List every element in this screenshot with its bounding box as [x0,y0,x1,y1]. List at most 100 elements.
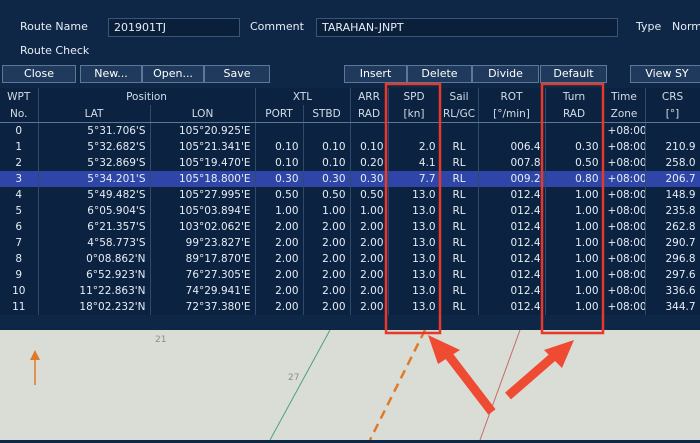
button[interactable]: Divide [472,65,539,83]
cell: 258.0 [645,155,700,171]
column-header: WPT [0,88,39,105]
cell: 6°05.904'S [38,203,151,219]
cell: 012.4 [478,251,546,267]
column-header: Sail [440,88,479,105]
waypoint-row[interactable]: 10 11°22.863'N 74°29.941'E 2.00 2.00 2.00 13.0… [0,283,700,299]
cell: 105°20.925'E [150,122,256,139]
route-leg [368,329,427,441]
cell: 105°21.341'E [150,139,256,155]
cell: 0.30 [303,171,351,187]
cell: 012.4 [478,203,546,219]
cell: 1.00 [545,283,604,299]
map-line [479,329,521,441]
cell: 7 [0,235,39,251]
cell: +08:00 [603,139,646,155]
cell: 0.10 [350,139,389,155]
button[interactable]: New... [80,65,142,83]
chart-map: 21 27 [0,329,700,441]
cell: 4 [0,187,39,203]
cell: 2.00 [350,283,389,299]
cell: RL [440,283,479,299]
cell: 2.00 [255,235,304,251]
column-header: [°/min] [478,105,546,123]
cell [478,122,546,139]
cell: 72°37.380'E [150,299,256,315]
label: Route Name [20,20,88,33]
map-line [269,329,331,441]
cell: RL [440,219,479,235]
highlight-box [384,82,442,335]
cell: 296.8 [645,251,700,267]
waypoint-row[interactable]: 0 5°31.706'S 105°20.925'E +08:00 [0,122,700,139]
cell: 6 [0,219,39,235]
cell: 2.00 [350,299,389,315]
arrow [505,352,557,400]
cell: +08:00 [603,219,646,235]
cell: RL [440,267,479,283]
button[interactable]: Close [2,65,76,83]
waypoint-row[interactable]: 4 5°49.482'S 105°27.995'E 0.50 0.50 0.50 13.0 R… [0,187,700,203]
waypoint-row[interactable]: 11 18°02.232'N 72°37.380'E 2.00 2.00 2.00 13.0… [0,299,700,315]
cell: 5 [0,203,39,219]
waypoint-row[interactable]: 7 4°58.773'S 99°23.827'E 2.00 2.00 2.00 13.0 RL… [0,235,700,251]
cell: 5°49.482'S [38,187,151,203]
cell: 012.4 [478,187,546,203]
cell: 8 [0,251,39,267]
waypoint-row[interactable]: 6 6°21.357'S 103°02.062'E 2.00 2.00 2.00 13.0 R… [0,219,700,235]
cell: 2 [0,155,39,171]
cell: 18°02.232'N [38,299,151,315]
button[interactable]: Delete [407,65,472,83]
cell: 6°52.923'N [38,267,151,283]
type[interactable]: Norm [672,20,700,33]
cell: 13.0 [388,187,441,203]
waypoint-row[interactable]: 1 5°32.682'S 105°21.341'E 0.10 0.10 0.10 2.0 RL… [0,139,700,155]
cell: 1.00 [255,203,304,219]
cell: 2.00 [350,235,389,251]
cell: 297.6 [645,267,700,283]
map-label: 27 [288,373,299,383]
cell: 5°31.706'S [38,122,151,139]
waypoint-row[interactable]: 2 5°32.869'S 105°19.470'E 0.10 0.10 0.20 4.1 RL… [0,155,700,171]
cell: 0.10 [303,155,351,171]
cell: 0°08.862'N [38,251,151,267]
cell: 2.0 [388,139,441,155]
highlight-box [540,82,605,335]
button[interactable]: View SY [630,65,700,83]
header-row: No. LAT LON PORT STBD RAD [kn] RL/GC [°/min] RAD Z… [0,105,700,123]
button[interactable]: Insert [344,65,407,83]
cell: 3 [0,171,39,187]
route-name[interactable]: 201901TJ [108,18,240,37]
button[interactable]: Default [540,65,607,83]
cell: 5°32.682'S [38,139,151,155]
column-header: RAD [350,105,389,123]
cell: +08:00 [603,283,646,299]
cell: 012.4 [478,299,546,315]
north-arrow-head [30,350,40,360]
map-svg: 21 27 [30,329,521,441]
button[interactable]: Save [204,65,270,83]
cell: 13.0 [388,299,441,315]
label: Comment [250,20,304,33]
cell: 1 [0,139,39,155]
cell: 2.00 [303,219,351,235]
waypoint-row[interactable]: 3 5°34.201'S 105°18.800'E 0.30 0.30 0.30 7.7 RL… [0,171,700,187]
cell: RL [440,187,479,203]
waypoint-row[interactable]: 9 6°52.923'N 76°27.305'E 2.00 2.00 2.00 13.0 RL… [0,267,700,283]
comment[interactable]: TARAHAN-JNPT [316,18,618,37]
route-check[interactable]: Route Check [20,44,90,57]
waypoint-row[interactable]: 8 0°08.862'N 89°17.870'E 2.00 2.00 2.00 13.0 RL… [0,251,700,267]
cell [303,122,351,139]
cell: 2.00 [303,235,351,251]
button[interactable]: Open... [142,65,204,83]
column-header: CRS [645,88,700,105]
cell: 105°19.470'E [150,155,256,171]
map-label: 21 [155,335,166,345]
column-header: ARR [350,88,389,105]
label: Type [636,20,662,33]
cell: +08:00 [603,299,646,315]
cell: 6°21.357'S [38,219,151,235]
waypoint-row[interactable]: 5 6°05.904'S 105°03.894'E 1.00 1.00 1.00 13.0 R… [0,203,700,219]
column-header: LON [150,105,256,123]
cell: 0.30 [545,139,604,155]
